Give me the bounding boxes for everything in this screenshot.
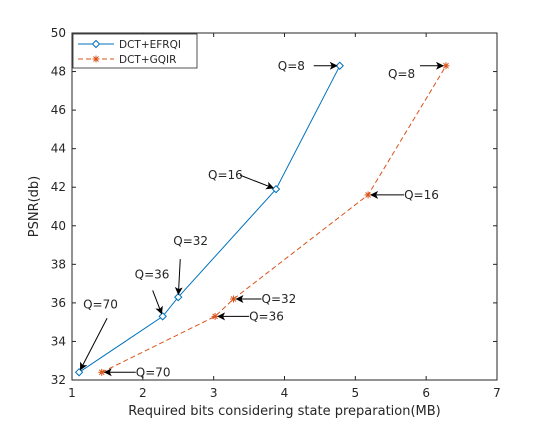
legend-label-efrqi: DCT+EFRQI — [119, 39, 181, 51]
data-point — [364, 191, 372, 199]
x-tick-label: 5 — [352, 386, 360, 400]
annotation-label: Q=8 — [388, 67, 415, 81]
x-tick-label: 4 — [281, 386, 289, 400]
y-tick-label: 34 — [51, 334, 66, 348]
annotation-arrow — [174, 259, 183, 296]
legend-label-gqir: DCT+GQIR — [119, 54, 176, 66]
annotation-label: Q=36 — [249, 309, 284, 323]
y-tick-label: 46 — [51, 103, 66, 117]
annotation-label: Q=70 — [136, 365, 171, 379]
x-tick-label: 7 — [493, 386, 501, 400]
data-point — [230, 295, 237, 303]
plot-area — [72, 33, 497, 380]
y-tick-label: 32 — [51, 373, 66, 387]
annotation-label: Q=32 — [173, 234, 208, 248]
x-tick-label: 1 — [68, 386, 76, 400]
y-tick-label: 48 — [51, 65, 66, 79]
series-layer — [74, 61, 450, 377]
legend-box — [72, 33, 198, 69]
y-tick-label: 36 — [51, 296, 66, 310]
x-tick-label: 6 — [422, 386, 430, 400]
y-tick-label: 50 — [51, 26, 66, 40]
y-tick-label: 38 — [51, 257, 66, 271]
legend: DCT+EFRQI DCT+GQIR — [72, 33, 198, 69]
y-axis-title: PSNR(db) — [27, 176, 42, 238]
annotation-label: Q=36 — [135, 267, 170, 281]
data-point — [174, 292, 183, 302]
data-point — [211, 312, 219, 320]
data-point — [442, 62, 450, 70]
data-point — [98, 368, 106, 376]
data-point — [74, 368, 84, 377]
annotation-label: Q=8 — [278, 59, 305, 73]
x-axis-title: Required bits considering state preparat… — [128, 404, 441, 419]
annotation-layer: Q=8 Q=16 Q=32 Q=36 Q=70 Q=8 Q=16 Q=32 Q=36 Q=70 — [80, 59, 444, 379]
x-axis-ticks: 1 2 3 4 5 6 7 — [68, 33, 501, 400]
x-tick-label: 3 — [210, 386, 218, 400]
annotation-arrow — [239, 174, 275, 190]
y-tick-label: 40 — [51, 219, 66, 233]
y-axis-ticks: 32 34 36 38 40 42 44 46 48 50 — [51, 26, 497, 387]
annotation-label: Q=16 — [404, 188, 439, 202]
series-line-2 — [101, 65, 447, 373]
y-tick-label: 44 — [51, 142, 66, 156]
data-point — [158, 312, 167, 321]
legend-marker-gqir — [92, 55, 100, 63]
legend-marker-efrqi — [91, 39, 101, 49]
annotation-label: Q=16 — [208, 168, 243, 182]
x-tick-label: 2 — [139, 386, 147, 400]
annotation-arrow — [152, 290, 163, 315]
annotation-arrow — [80, 318, 108, 371]
annotation-label: Q=32 — [262, 292, 297, 306]
annotation-label: Q=70 — [83, 297, 118, 311]
y-tick-label: 42 — [51, 180, 66, 194]
